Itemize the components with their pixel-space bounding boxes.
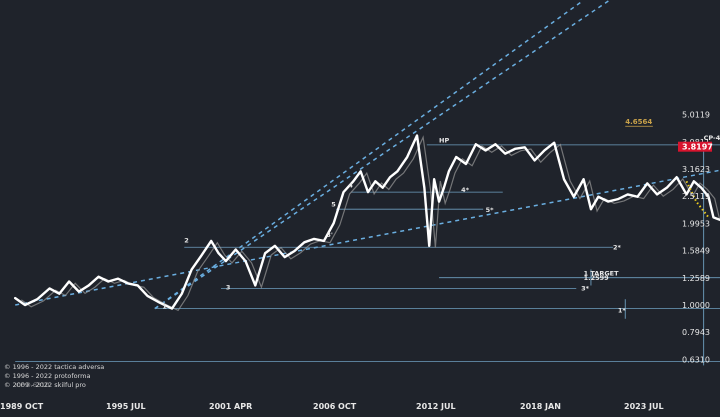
annotation-7: 3' [326, 231, 333, 239]
annotation-14: 1 TARGET [584, 269, 620, 277]
x-tick-label-5: 2012 JUL [416, 402, 456, 411]
price-layer [13, 134, 720, 312]
gold-label-1: 4.6564 [625, 118, 652, 126]
y-tick-label-7: 1.2589 [682, 274, 710, 283]
annotation-8: 2 [184, 236, 189, 244]
guide-layer [15, 0, 720, 366]
y-tick-label-9: 0.7943 [682, 328, 710, 337]
y-tick-label-4: 2.5119 [682, 192, 710, 201]
annotation-9: 2* [613, 243, 622, 251]
copyright-line-2: © 1996 - 2022 protoforma [4, 372, 91, 380]
trendline-2 [154, 1, 582, 310]
copyright-line-3: © 2009 - 2022 skilful pro [4, 381, 86, 389]
annotation-4: 4* [461, 186, 470, 194]
current-price-badge [678, 141, 712, 152]
y-tick-label-10: 0.6310 [682, 355, 710, 364]
annotation-5: 5 [331, 201, 336, 209]
annotation-2: CP-4 X [704, 134, 720, 142]
y-tick-label-5: 1.9953 [682, 219, 710, 228]
annotation-11: 3* [581, 285, 590, 293]
axis-layer: 5.01193.98113.16232.51191.99531.58491.25… [0, 111, 713, 411]
y-tick-label-1: 5.0119 [682, 111, 710, 120]
annotation-3: 4 [348, 182, 353, 190]
x-tick-label-7: 2023 JUL [624, 402, 664, 411]
annotation-6: 5* [486, 206, 495, 214]
trendline-3 [154, 0, 612, 310]
annotation-12: 1 [162, 303, 167, 311]
current-price-label: 3.8197 [682, 143, 713, 152]
annotation-1: HP [439, 137, 449, 145]
annotation-10: 3 [226, 284, 231, 292]
y-tick-label-8: 1.0000 [682, 301, 710, 310]
price-line [13, 134, 720, 310]
watermark-label: CP 0.6310 [16, 381, 50, 389]
copyright-line-1: © 1996 - 2022 tactica adversa [4, 363, 105, 371]
annotation-13: 1* [618, 306, 627, 314]
x-tick-label-4: 2006 OCT [313, 402, 357, 411]
x-tick-label-2: 1995 JUL [106, 402, 146, 411]
x-tick-label-6: 2018 JAN [520, 402, 561, 411]
y-tick-label-6: 1.5849 [682, 247, 710, 256]
x-tick-label-3: 2001 APR [209, 402, 252, 411]
annotation-15: 1.2599 [584, 274, 610, 282]
x-tick-label-1: 1989 OCT [0, 402, 44, 411]
y-tick-label-3: 3.1623 [682, 165, 710, 174]
